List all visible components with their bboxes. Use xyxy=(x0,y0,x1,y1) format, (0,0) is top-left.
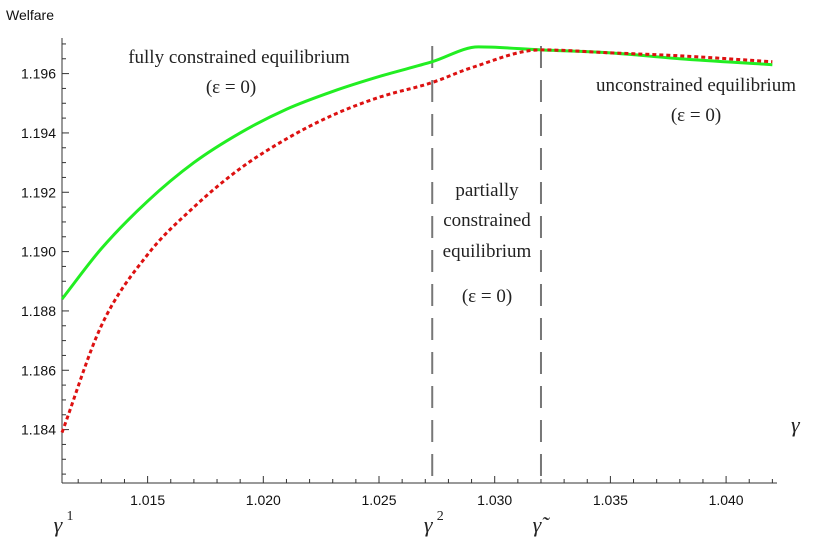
annotation-fully-constrained-line-2: (ε = 0) xyxy=(206,77,256,98)
x-tick-label: 1.025 xyxy=(361,492,396,508)
y-tick-label: 1.188 xyxy=(21,303,56,319)
y-tick-label: 1.196 xyxy=(21,66,56,82)
y-tick-label: 1.192 xyxy=(21,184,56,200)
annotations: fully constrained equilibrium (ε = 0) pa… xyxy=(128,47,796,307)
series-lines xyxy=(60,45,773,434)
y-tick-label: 1.184 xyxy=(21,422,56,438)
gamma-marker-3: γ̃ xyxy=(533,512,551,537)
x-tick-label: 1.040 xyxy=(709,492,744,508)
annotation-partially-constrained-line-4: (ε = 0) xyxy=(462,286,512,307)
gamma-marker-sup-1: 1 xyxy=(67,509,74,524)
y-tick-label: 1.194 xyxy=(21,125,56,141)
annotation-partially-constrained-line-3: equilibrium xyxy=(443,241,532,262)
gamma-marker-sup-2: 2 xyxy=(437,509,444,524)
x-tick-label: 1.035 xyxy=(593,492,628,508)
x-axis-title: γ xyxy=(791,412,801,437)
x-tick-label: 1.030 xyxy=(477,492,512,508)
annotation-unconstrained-line-1: unconstrained equilibrium xyxy=(596,75,796,96)
annotation-partially-constrained-line-2: constrained xyxy=(443,210,531,231)
x-tick-label: 1.015 xyxy=(130,492,165,508)
axes: 1.184 1.186 1.188 1.190 1.192 1.194 1.196 1.015… xyxy=(21,38,777,508)
series-line-2 xyxy=(60,48,773,434)
y-tick-label: 1.190 xyxy=(21,244,56,260)
gamma-marker-2: γ xyxy=(424,512,434,537)
gamma-markers: γ 1 γ 2 γ̃ xyxy=(54,509,551,537)
x-tick-label: 1.020 xyxy=(246,492,281,508)
regime-boundaries xyxy=(431,46,542,483)
annotation-partially-constrained-line-1: partially xyxy=(455,180,519,201)
annotation-unconstrained-line-2: (ε = 0) xyxy=(671,105,721,126)
y-axis-title: Welfare xyxy=(6,7,54,23)
gamma-marker-1: γ xyxy=(54,512,64,537)
annotation-fully-constrained-line-1: fully constrained equilibrium xyxy=(128,47,350,68)
y-tick-label: 1.186 xyxy=(21,362,56,378)
